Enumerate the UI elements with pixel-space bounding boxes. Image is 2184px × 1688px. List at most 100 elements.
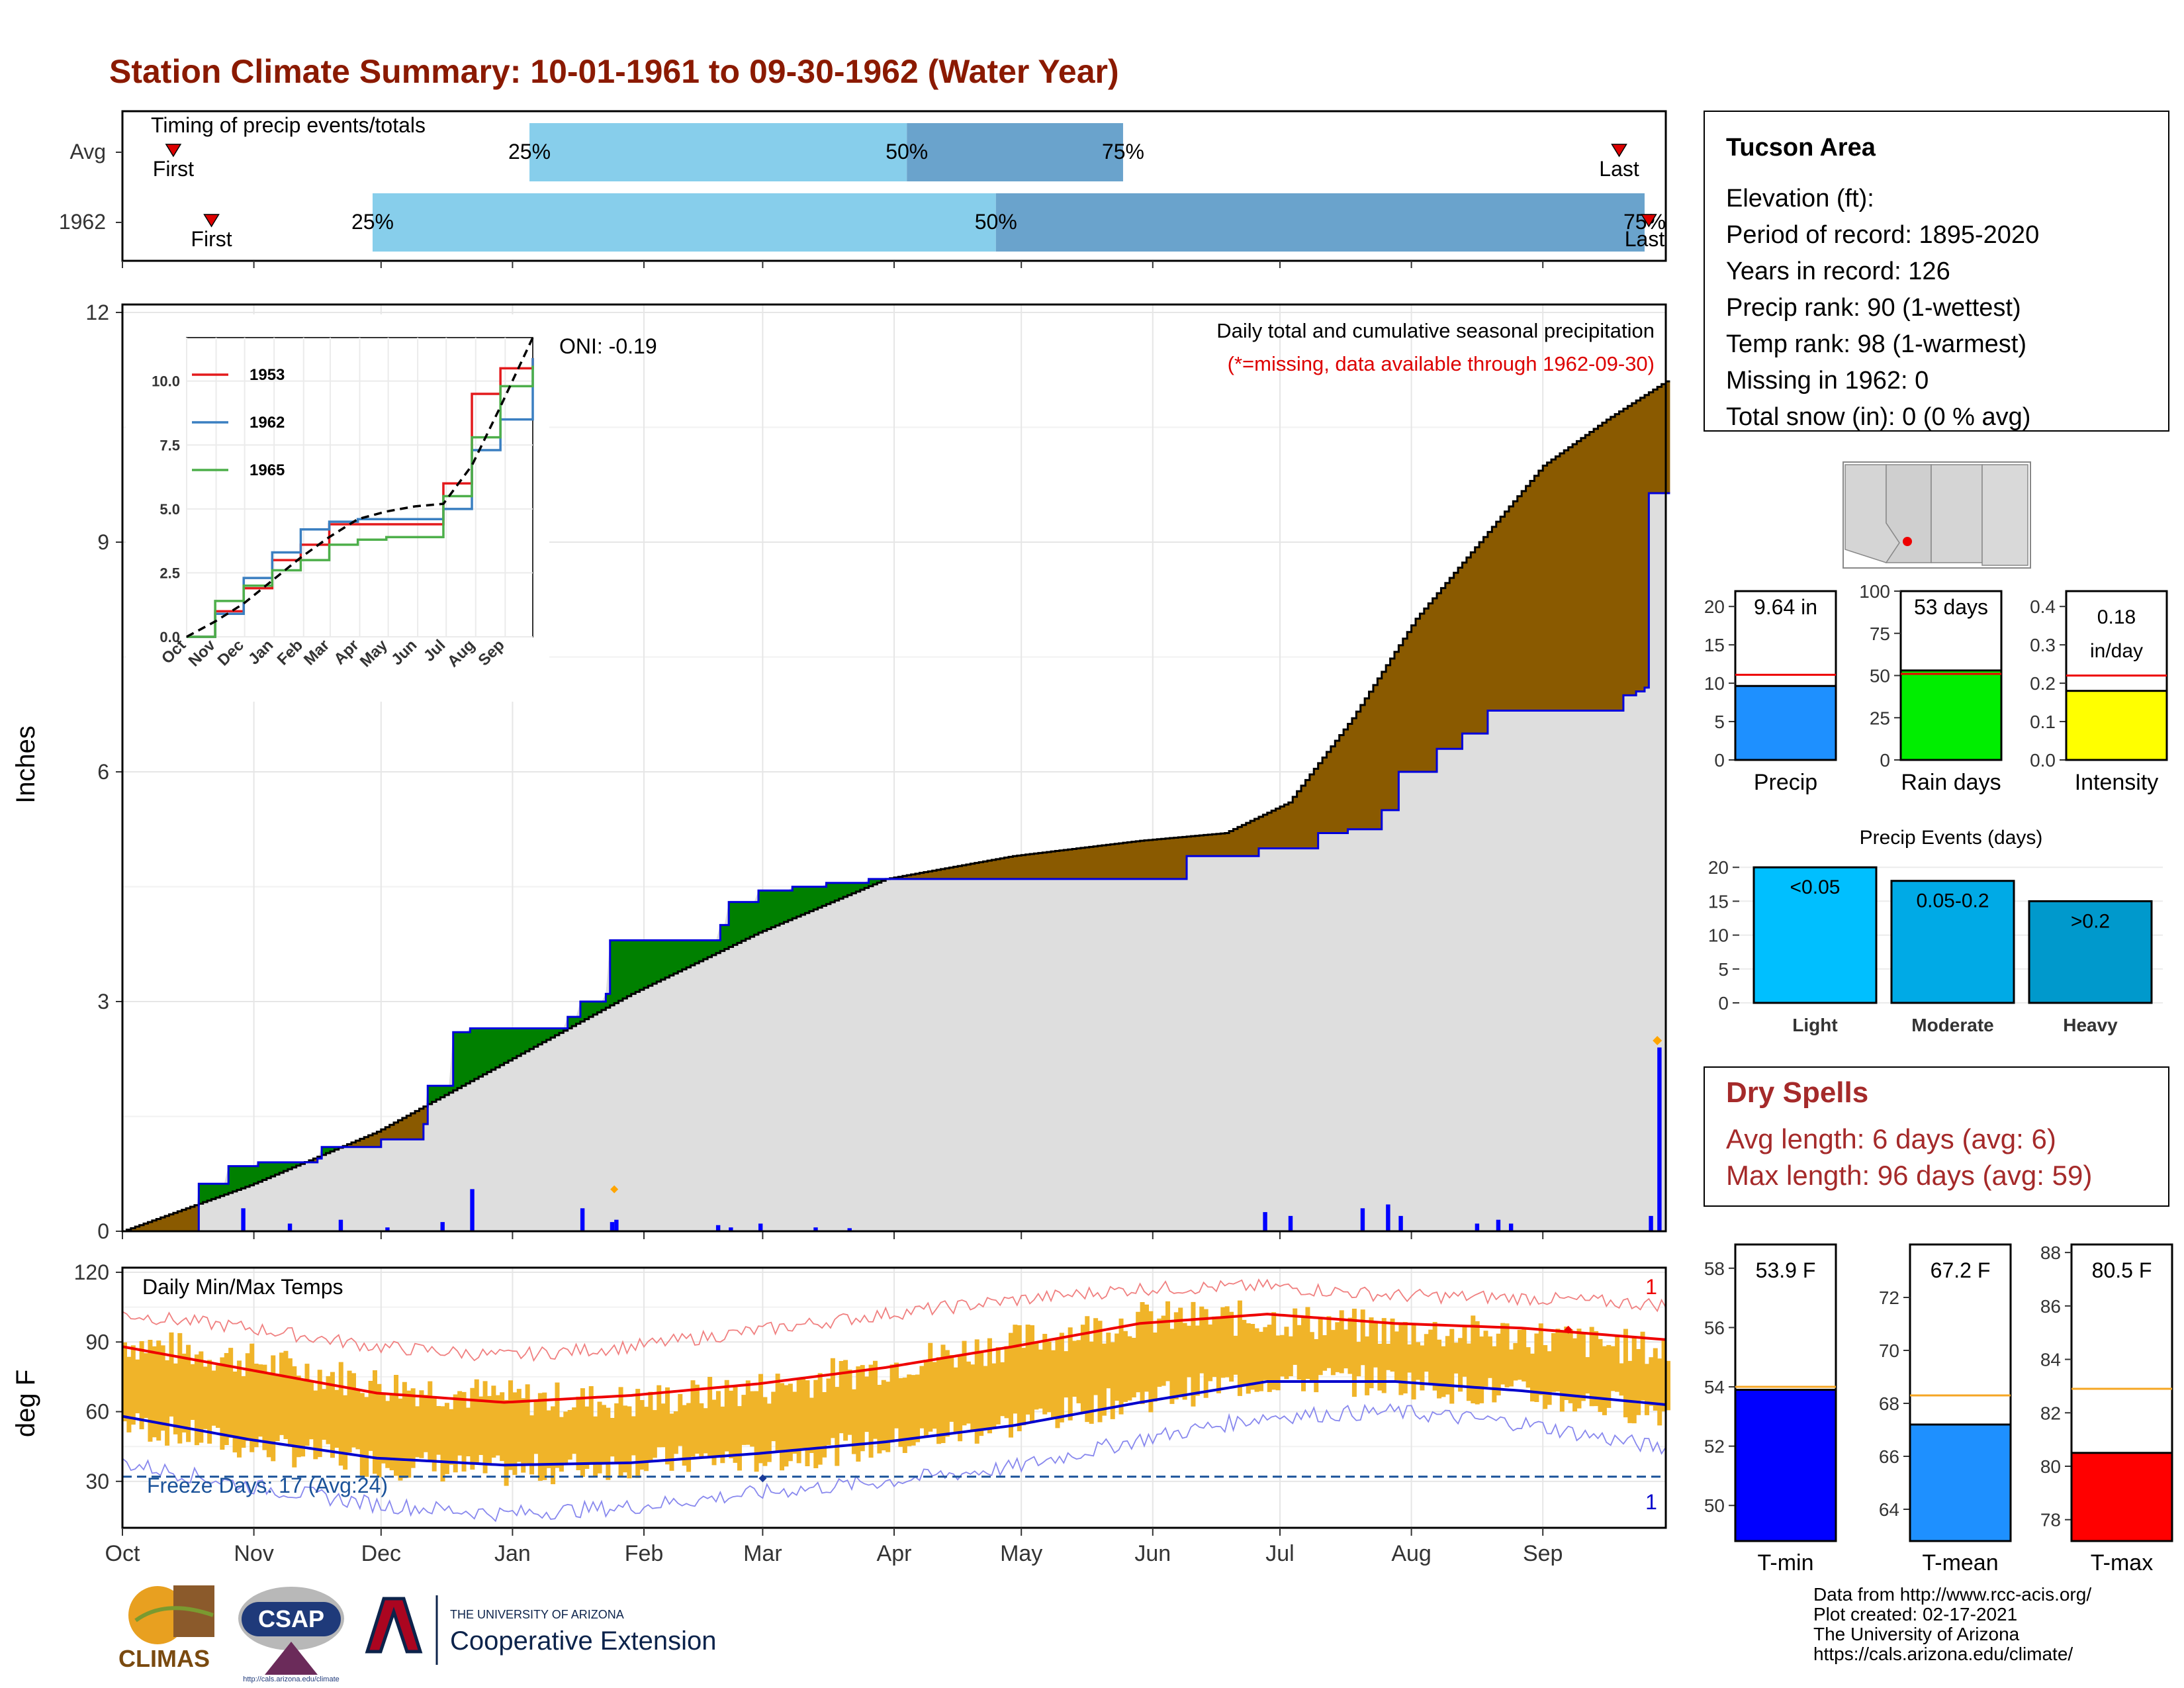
daily-precip-bar xyxy=(1386,1204,1390,1231)
temp-ytick-label-0: 30 xyxy=(85,1470,109,1493)
precip-record-marker xyxy=(1653,1036,1662,1046)
temp-summary-value-0: 53.9 F xyxy=(1756,1258,1816,1282)
summary-tick-label-1-1: 25 xyxy=(1870,708,1890,728)
month-label-apr: Apr xyxy=(877,1541,912,1566)
temp-summary-tick-label-0-3: 56 xyxy=(1704,1317,1725,1338)
summary-tick-label-0-0: 0 xyxy=(1714,750,1725,771)
timing-bar-50-75-1962 xyxy=(995,193,1645,252)
summary-bars: 0 5 10 15 20 Precip 9.64 in 0 25 50 75 100 Rain days… xyxy=(1704,581,2168,795)
timing-first-label-1962: First xyxy=(191,227,232,251)
daily-precip-bar xyxy=(580,1208,585,1231)
events-tick-label-4: 20 xyxy=(1708,857,1729,878)
dry-spells-max: Max length: 96 days (avg: 59) xyxy=(1726,1160,2092,1191)
timing-first-marker-avg xyxy=(165,144,182,158)
inset-ytick-2: 5.0 xyxy=(159,501,180,518)
timing-first-label-avg: First xyxy=(153,157,194,181)
daily-precip-bar xyxy=(385,1227,390,1231)
temp-summary-tick-label-2-4: 86 xyxy=(2040,1296,2061,1317)
temp-y-label: deg F xyxy=(11,1370,40,1437)
temp-summary-tick-label-1-3: 70 xyxy=(1879,1340,1899,1361)
daily-precip-bar xyxy=(715,1225,721,1231)
timing-last-label-avg: Last xyxy=(1599,157,1639,181)
daily-precip-bar xyxy=(287,1223,293,1231)
daily-precip-bar xyxy=(729,1227,733,1231)
summary-tick-label-0-3: 15 xyxy=(1704,635,1725,655)
temp-summary-bars: 50 52 54 56 58 53.9 F T-min 64 66 68 70 72 67.2 F T-m… xyxy=(1704,1243,2173,1575)
csap-url: http://cals.arizona.edu/climate xyxy=(243,1675,340,1683)
summary-value-unit-2: in/day xyxy=(2090,640,2143,662)
inset-legend-label-1953: 1953 xyxy=(250,366,285,384)
ua-logo: THE UNIVERSITY OF ARIZONA Cooperative Ex… xyxy=(365,1595,716,1665)
timing-panel: Timing of precip events/totals Avg 1962 … xyxy=(59,110,1667,268)
record-low-marker xyxy=(758,1474,767,1483)
events-bar-inner-0: <0.05 xyxy=(1790,876,1841,898)
station-temp-rank: Temp rank: 98 (1-warmest) xyxy=(1726,330,2026,358)
temp-summary-bar-t-min xyxy=(1734,1389,1837,1542)
events-tick-label-0: 0 xyxy=(1718,993,1729,1013)
timing-row-avg: Avg xyxy=(69,140,106,164)
month-label-jul: Jul xyxy=(1265,1541,1294,1566)
temp-summary-tick-label-2-0: 78 xyxy=(2040,1510,2061,1530)
events-bar-label-2: Heavy xyxy=(2063,1015,2118,1035)
daily-precip-bar xyxy=(241,1208,246,1231)
timing-bar-25-50-1962 xyxy=(372,193,996,252)
station-info-box: Tucson Area Elevation (ft): Period of re… xyxy=(1704,111,2169,432)
temp-summary-value-2: 80.5 F xyxy=(2092,1258,2152,1282)
temp-ytick-label-2: 90 xyxy=(85,1330,109,1354)
precip-ytick-label-3: 9 xyxy=(97,530,109,554)
events-tick-label-3: 15 xyxy=(1708,891,1729,912)
record-high-count: 1 xyxy=(1645,1275,1657,1299)
daily-precip-bar xyxy=(1398,1215,1403,1231)
temp-summary-tick-label-1-2: 68 xyxy=(1879,1393,1899,1414)
daily-temp-range-bars xyxy=(122,1300,1671,1486)
summary-tick-label-2-3: 0.3 xyxy=(2030,635,2056,655)
climas-text: CLIMAS xyxy=(118,1645,210,1672)
station-years: Years in record: 126 xyxy=(1726,258,1950,285)
month-label-may: May xyxy=(1000,1541,1042,1566)
daily-precip-bar xyxy=(758,1223,763,1231)
inset-ytick-0: 0.0 xyxy=(159,629,180,645)
credit-line-1: Data from http://www.rcc-acis.org/ xyxy=(1813,1584,2091,1605)
inset-ytick-4: 10.0 xyxy=(152,373,180,390)
temp-summary-tick-label-2-5: 88 xyxy=(2040,1243,2061,1263)
summary-label-0: Precip xyxy=(1754,770,1817,795)
precip-y-label: Inches xyxy=(11,726,40,804)
dry-spells-avg: Avg length: 6 days (avg: 6) xyxy=(1726,1123,2056,1154)
timing-row-1962: 1962 xyxy=(59,210,106,234)
daily-precip-bar xyxy=(1508,1223,1514,1231)
timing-bar-25-50-avg xyxy=(529,123,907,181)
temp-panel: deg F 30 60 90 120 Daily Min/Max Temps Free… xyxy=(11,1260,1671,1566)
daily-precip-bar xyxy=(1657,1047,1662,1231)
station-precip-rank: Precip rank: 90 (1-wettest) xyxy=(1726,294,2021,322)
temp-summary-tick-label-2-1: 80 xyxy=(2040,1456,2061,1477)
average-min-line xyxy=(122,1380,1666,1467)
summary-tick-label-1-0: 0 xyxy=(1880,750,1890,771)
csap-badge xyxy=(242,1602,341,1636)
summary-tick-label-0-1: 5 xyxy=(1714,712,1725,732)
month-label-aug: Aug xyxy=(1391,1541,1432,1566)
timing-last-marker-1962 xyxy=(1641,214,1657,228)
inset-ytick-3: 7.5 xyxy=(159,437,180,453)
csap-text: CSAP xyxy=(258,1605,324,1632)
temp-summary-tick-label-0-2: 54 xyxy=(1704,1377,1725,1397)
daily-precip-bar xyxy=(1360,1208,1365,1231)
station-location-marker xyxy=(1903,537,1912,546)
month-label-jun: Jun xyxy=(1134,1541,1171,1566)
month-label-feb: Feb xyxy=(625,1541,664,1566)
temp-summary-tick-label-2-2: 82 xyxy=(2040,1403,2061,1423)
average-max-line xyxy=(122,1313,1666,1404)
summary-tick-label-0-2: 10 xyxy=(1704,673,1725,694)
summary-value-0: 9.64 in xyxy=(1754,595,1817,619)
month-label-oct: Oct xyxy=(105,1541,140,1566)
timing-pct-75-1962: 75% xyxy=(1623,210,1666,234)
temp-ytick-label-1: 60 xyxy=(85,1400,109,1424)
page-title: Station Climate Summary: 10-01-1961 to 0… xyxy=(109,53,1119,90)
temp-summary-tick-label-0-0: 50 xyxy=(1704,1495,1725,1516)
daily-precip-bar xyxy=(813,1227,818,1231)
summary-tick-label-2-1: 0.1 xyxy=(2030,712,2056,732)
summary-value-1: 53 days xyxy=(1914,595,1988,619)
timing-last-label-1962: Last xyxy=(1625,227,1665,251)
summary-value-2: 0.18 xyxy=(2097,606,2136,628)
inset-legend-label-1965: 1965 xyxy=(250,461,285,479)
footer-logos: CLIMAS CSAP http://cals.arizona.edu/clim… xyxy=(118,1585,716,1683)
